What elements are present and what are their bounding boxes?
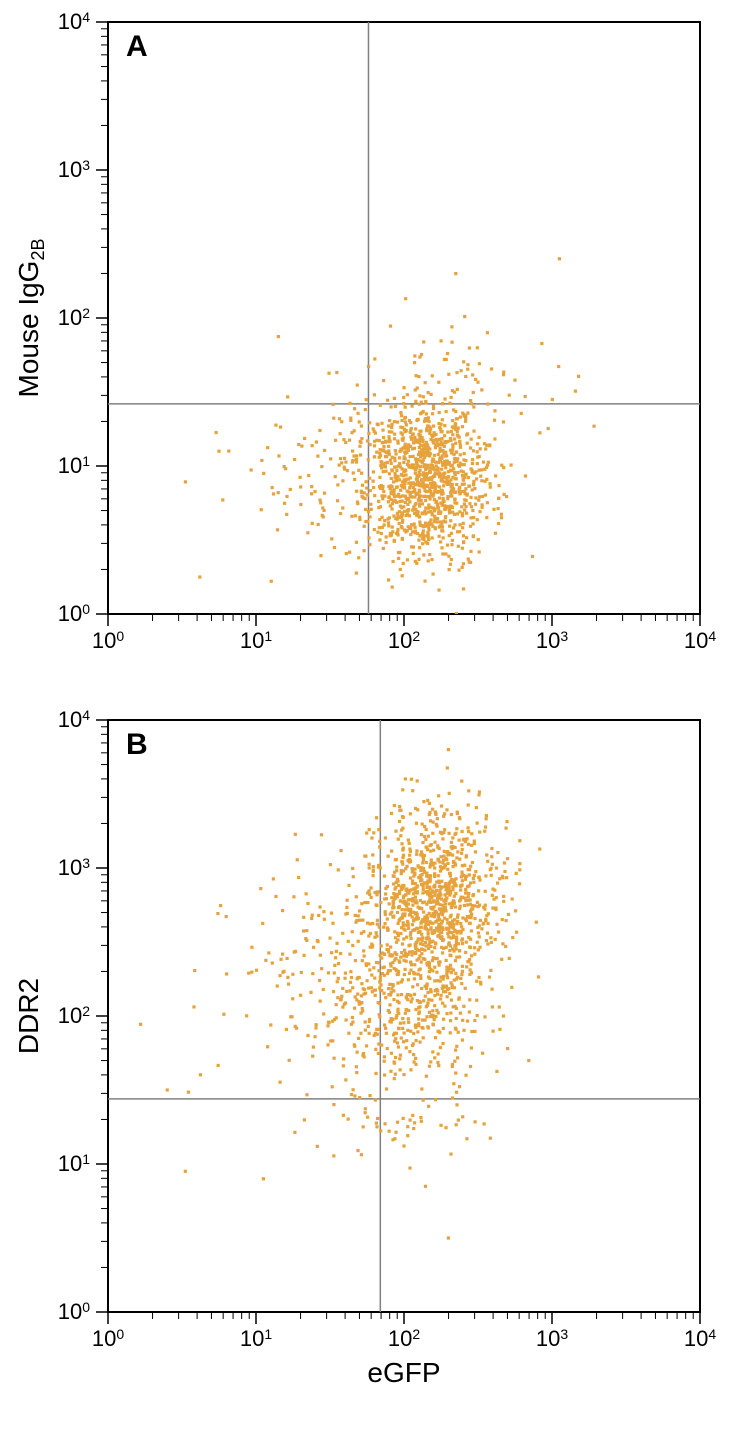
svg-text:100: 100	[92, 628, 124, 653]
svg-text:100: 100	[58, 1299, 90, 1324]
svg-text:A: A	[126, 30, 148, 63]
svg-text:103: 103	[58, 157, 90, 182]
svg-text:104: 104	[684, 628, 716, 653]
svg-text:104: 104	[58, 707, 90, 732]
flow-cytometry-figure: 100 101 102 103 104 100 101 102 103 104 A Mouse IgG…	[0, 0, 738, 1431]
svg-text:101: 101	[58, 1151, 90, 1176]
svg-text:100: 100	[92, 1326, 124, 1351]
svg-text:102: 102	[388, 1326, 420, 1351]
svg-text:103: 103	[536, 628, 568, 653]
svg-text:eGFP: eGFP	[367, 1357, 440, 1388]
svg-text:100: 100	[58, 601, 90, 626]
svg-text:101: 101	[58, 453, 90, 478]
svg-text:104: 104	[58, 9, 90, 34]
svg-text:Mouse IgG2B: Mouse IgG2B	[13, 239, 48, 398]
svg-text:101: 101	[240, 628, 272, 653]
svg-text:DDR2: DDR2	[13, 978, 44, 1054]
svg-text:103: 103	[536, 1326, 568, 1351]
svg-text:102: 102	[388, 628, 420, 653]
svg-text:102: 102	[58, 1003, 90, 1028]
svg-text:104: 104	[684, 1326, 716, 1351]
svg-text:101: 101	[240, 1326, 272, 1351]
svg-text:103: 103	[58, 855, 90, 880]
svg-text:102: 102	[58, 305, 90, 330]
svg-text:B: B	[126, 728, 148, 761]
